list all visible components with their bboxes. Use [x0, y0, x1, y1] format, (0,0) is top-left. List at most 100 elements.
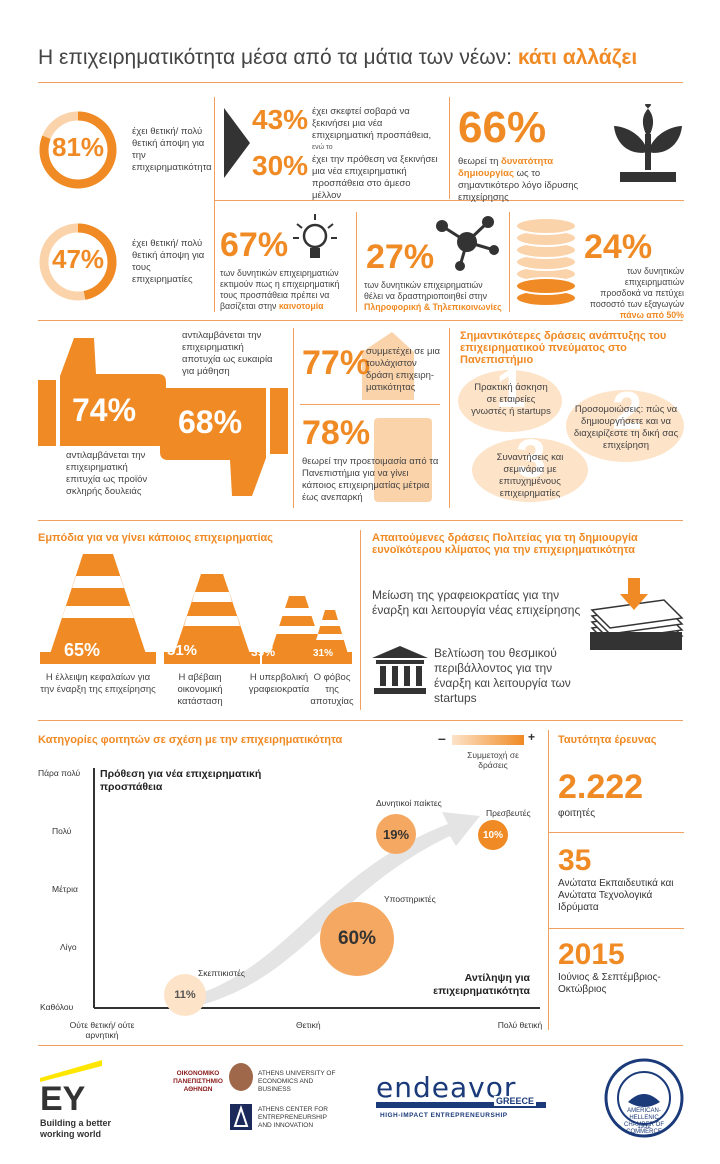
group-2-name: Υποστηρικτές: [384, 894, 436, 904]
legend-gradient: [452, 735, 524, 745]
endeavor-logo: endeavor: [376, 1071, 517, 1104]
divider: [38, 320, 683, 321]
rank-3: 3: [516, 429, 547, 489]
stat-68-value: 68%: [178, 404, 243, 440]
policy-item-1: Μείωση της γραφειοκρατίας για την έναρξη…: [372, 588, 581, 617]
divider: [548, 730, 549, 1030]
divider: [548, 928, 684, 929]
cone-51: [164, 574, 260, 664]
institution-icon: [372, 646, 428, 694]
title-accent: κάτι αλλάζει: [517, 46, 638, 69]
stat-24-text: των δυνητικών επιχειρηματιών προσδοκά να…: [589, 266, 684, 320]
network-icon: [436, 216, 499, 271]
title-main: Η επιχειρηματικότητα μέσα από τα μάτια τ…: [38, 46, 512, 69]
stat-43-text: έχει σκεφτεί σοβαρά να ξεκινήσει μια νέα…: [312, 106, 432, 141]
identity-inst-value: 35: [558, 844, 592, 877]
university-bubble-1: [458, 370, 562, 432]
x-tick-3: Πολύ θετική: [497, 1020, 543, 1030]
ey-beam-icon: [40, 1060, 102, 1082]
identity-year-value: 2015: [558, 938, 625, 971]
university-bubble-2: [566, 390, 684, 462]
divider: [38, 1045, 683, 1046]
stat-78-text: θεωρεί την προετοιμασία από τα Πανεπιστή…: [302, 456, 439, 503]
paper-stack-icon: [590, 578, 684, 650]
y-tick-1: Πάρα πολύ: [38, 768, 81, 778]
group-1-bubble: 11%: [164, 974, 206, 1016]
y-tick-5: Καθόλου: [40, 1002, 74, 1012]
stat-24-value: 24%: [584, 228, 653, 266]
cone-31: [308, 610, 352, 664]
acein-icon: [230, 1104, 252, 1130]
stat-66-value: 66%: [458, 103, 547, 152]
y-tick-2: Πολύ: [52, 826, 72, 836]
stat-27-value: 27%: [366, 238, 435, 276]
stat-81-value: 81%: [52, 132, 105, 162]
policy-title: Απαιτούμενες δράσεις Πολιτείας για τη δη…: [372, 532, 638, 556]
divider: [548, 832, 684, 833]
divider: [449, 97, 450, 199]
barrier-2-value: 51%: [167, 642, 198, 659]
stat-43-value: 43%: [252, 104, 309, 135]
stat-74-text: αντιλαμβάνεται την επιχειρηματική επιτυχ…: [66, 450, 148, 497]
y-tick-4: Λίγο: [60, 942, 77, 952]
y-tick-3: Μέτρια: [52, 884, 78, 894]
divider: [449, 328, 450, 508]
divider: [38, 520, 683, 521]
coins-icon: [515, 217, 577, 307]
thumbs-down-icon: [160, 388, 288, 496]
endeavor-tagline: HIGH-IMPACT ENTREPRENEURSHIP: [380, 1112, 508, 1119]
stat-67-text: των δυνητικών επιχειρηματιών εκτιμούν πω…: [220, 268, 340, 311]
identity-title: Ταυτότητα έρευνας: [558, 734, 657, 746]
arrow-icon: [224, 108, 250, 178]
group-2-bubble: 60%: [320, 902, 394, 976]
stat-68-text: αντιλαμβάνεται την επιχειρηματική αποτυχ…: [182, 330, 273, 377]
cone-65: [40, 554, 156, 664]
header-divider: [38, 82, 683, 83]
divider: [509, 212, 510, 312]
ey-logo: EY: [40, 1080, 86, 1118]
categories-title: Κατηγορίες φοιτητών σε σχέση με την επιχ…: [38, 734, 343, 746]
y-axis-title: Πρόθεση για νέα επιχειρηματική προσπάθει…: [100, 768, 262, 793]
aueb-english: ATHENS UNIVERSITY OF ECONOMICS AND BUSIN…: [258, 1070, 336, 1093]
group-1-name: Σκεπτικιστές: [198, 968, 246, 978]
ring-47: [39, 223, 117, 301]
identity-n-value: 2.222: [558, 768, 644, 806]
traffic-cones: [40, 554, 352, 664]
hand-icon: [362, 332, 414, 400]
divider: [360, 530, 361, 710]
ey-tagline: Building a better working world: [40, 1118, 112, 1139]
stat-66-text: θεωρεί τη δυνατότητα δημιουργίας ως το σ…: [458, 156, 579, 203]
university-title: Σημαντικότερες δράσεις ανάπτυξης του επι…: [460, 330, 667, 366]
university-item-2: Προσομοιώσεις: πώς να δημιουργήσετε και …: [573, 404, 679, 451]
legend-plus: +: [528, 730, 536, 744]
rank-1: 1: [496, 359, 527, 419]
stat-77-text: συμμετέχει σε μια τουλάχιστον δράση επιχ…: [366, 346, 441, 393]
stat-30-value: 30%: [252, 150, 309, 181]
stat-47-value: 47%: [52, 244, 105, 274]
stat-47-text: έχει θετική/ πολύ θετική άποψη για τους …: [132, 238, 205, 285]
stat-67-value: 67%: [220, 226, 289, 264]
barrier-2-label: Η αβέβαιη οικονομική κατάσταση: [177, 672, 223, 707]
group-3-bubble: 19%: [376, 814, 416, 854]
lightbulb-icon: [293, 214, 337, 258]
chamber-name: AMERICAN-HELLENIC CHAMBER OF COMMERCE: [623, 1108, 664, 1135]
x-tick-1: Ούτε θετική/ ούτε αρνητική: [69, 1020, 135, 1040]
barriers-title: Εμπόδια για να γίνει κάποιος επιχειρηματ…: [38, 532, 273, 544]
chamber-year: 1932: [637, 1124, 651, 1130]
barrier-4-value: 31%: [313, 648, 334, 659]
identity-n-label: φοιτητές: [558, 808, 596, 819]
chamber-seal-icon: [604, 1058, 684, 1138]
stat-74-value: 74%: [72, 392, 137, 428]
divider: [214, 200, 684, 201]
barrier-3-value: 39%: [251, 645, 276, 659]
stat-30-text: έχει την πρόθεση να ξεκινήσει μια νέα επ…: [312, 154, 438, 201]
university-item-3: Συναντήσεις και σεμινάρια με επιτυχημένο…: [496, 452, 564, 499]
divider: [293, 328, 294, 508]
endeavor-bar: [376, 1102, 546, 1108]
legend-minus: –: [438, 730, 446, 746]
divider: [356, 212, 357, 312]
book-icon: [374, 418, 432, 502]
x-tick-2: Θετική: [296, 1020, 321, 1030]
legend-label: Συμμετοχή σε δράσεις: [467, 750, 519, 770]
stat-78-value: 78%: [302, 414, 371, 452]
